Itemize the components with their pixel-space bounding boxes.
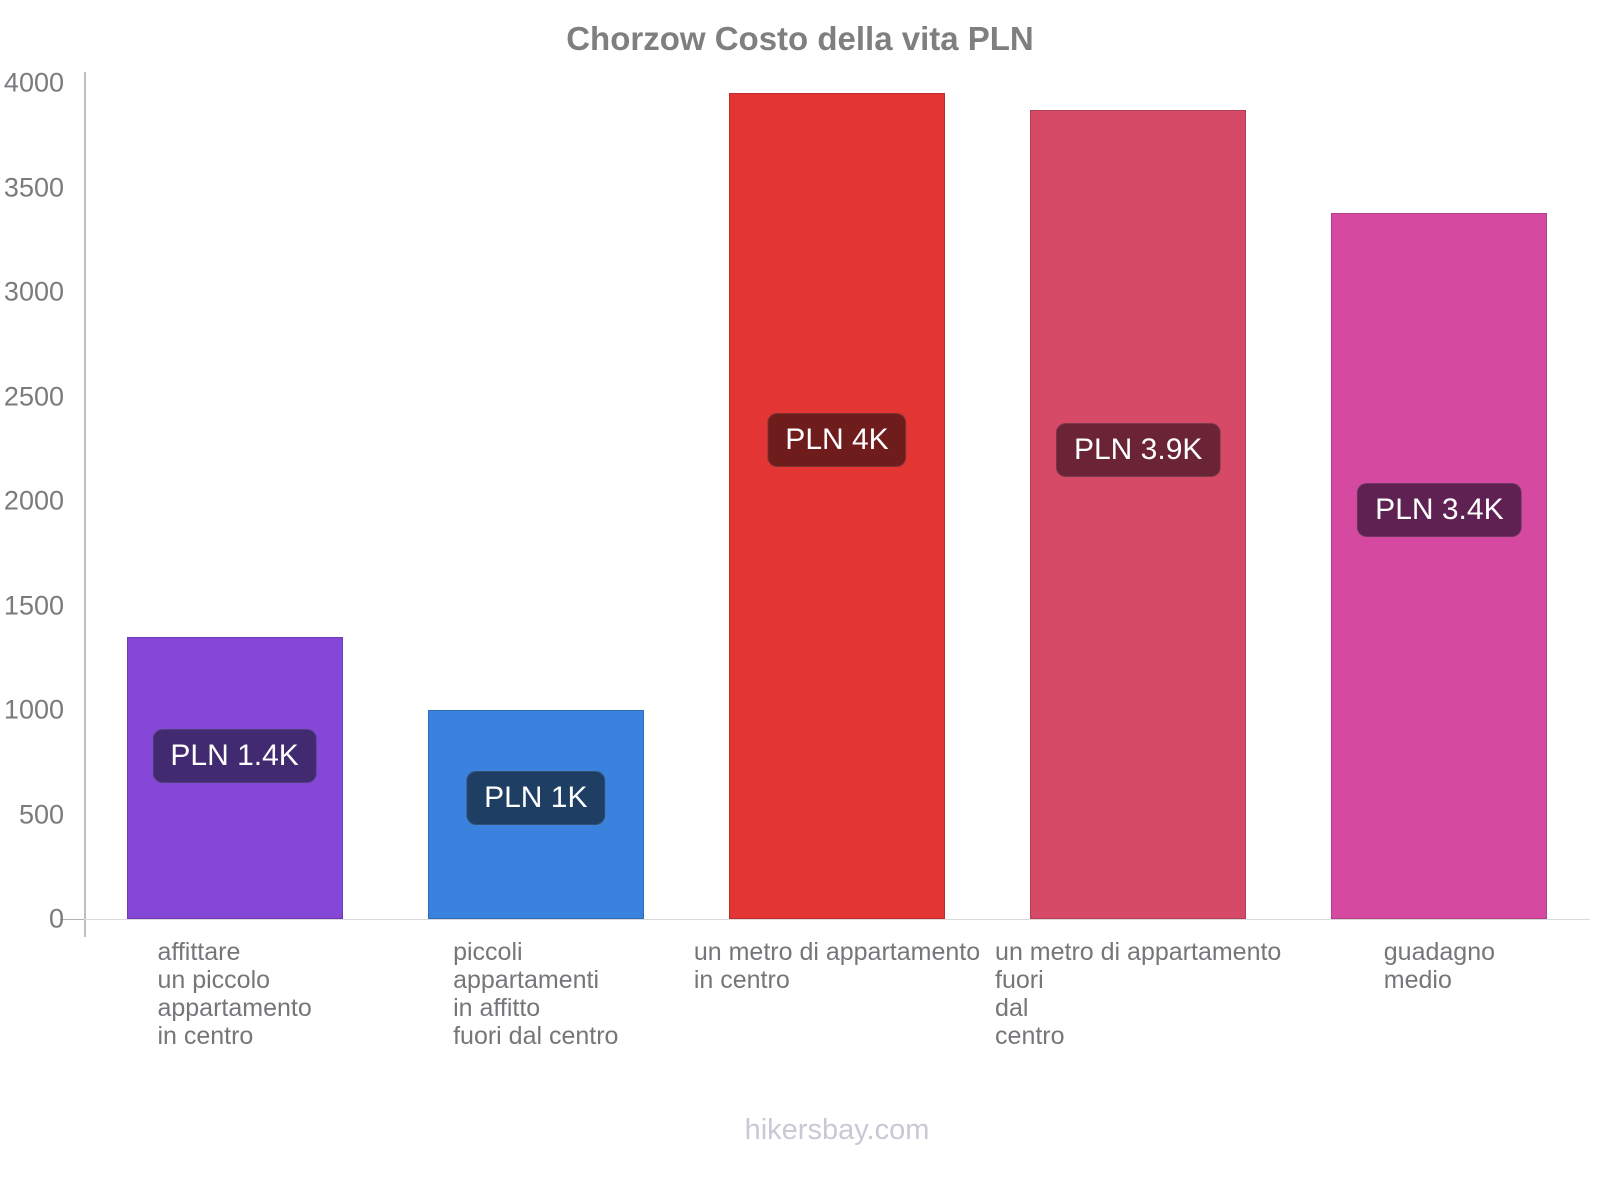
bar: PLN 1.4K xyxy=(126,637,343,919)
y-axis-line xyxy=(84,72,86,937)
category-label: un metro di appartamento fuori dal centr… xyxy=(988,938,1289,1050)
x-axis-line xyxy=(84,919,1590,920)
zero-tick-mark xyxy=(60,919,84,920)
y-axis-tick-label: 2500 xyxy=(3,381,64,411)
y-axis-tick-label: 500 xyxy=(18,799,64,829)
y-axis-tick-label: 0 xyxy=(48,903,64,934)
bar-value-badge: PLN 3.4K xyxy=(1357,482,1522,537)
category-label-text: un metro di appartamento fuori dal centr… xyxy=(995,938,1282,1050)
category-label-text: affittare un piccolo appartamento in cen… xyxy=(157,938,312,1050)
category-label-text: guadagno medio xyxy=(1383,938,1495,994)
y-axis-tick-label: 3000 xyxy=(3,276,64,307)
bar-value-badge: PLN 1.4K xyxy=(152,728,317,783)
category-label: piccoli appartamenti in affitto fuori da… xyxy=(385,938,686,1050)
chart-title: Chorzow Costo della vita PLN xyxy=(566,20,1034,57)
y-axis-tick-label: 2000 xyxy=(3,485,64,516)
category-label: affittare un piccolo appartamento in cen… xyxy=(84,938,385,1050)
bar-value-text: PLN 4K xyxy=(785,423,889,457)
bar: PLN 3.4K xyxy=(1331,213,1548,919)
bar: PLN 3.9K xyxy=(1030,110,1247,919)
y-axis-tick-label: 1500 xyxy=(3,590,64,620)
bar: PLN 4K xyxy=(729,93,945,919)
bar: PLN 1K xyxy=(427,710,644,919)
y-axis-tick-label: 4000 xyxy=(3,67,64,98)
bar-value-badge: PLN 1K xyxy=(466,770,606,825)
category-label-text: un metro di appartamento in centro xyxy=(693,938,981,994)
bar-value-badge: PLN 4K xyxy=(767,413,907,468)
category-label: un metro di appartamento in centro xyxy=(686,938,987,994)
bar-value-text: PLN 3.4K xyxy=(1375,492,1504,526)
category-label: guadagno medio xyxy=(1289,938,1590,994)
bar-value-badge: PLN 3.9K xyxy=(1055,422,1221,477)
bar-value-text: PLN 3.9K xyxy=(1073,432,1203,466)
bar-value-text: PLN 1K xyxy=(484,780,588,814)
y-axis-tick-label: 1000 xyxy=(3,694,64,725)
bar-value-text: PLN 1.4K xyxy=(170,738,299,772)
watermark-text: hikersbay.com xyxy=(744,1114,930,1146)
category-label-text: piccoli appartamenti in affitto fuori da… xyxy=(453,938,619,1050)
y-axis-tick-label: 3500 xyxy=(3,172,64,202)
